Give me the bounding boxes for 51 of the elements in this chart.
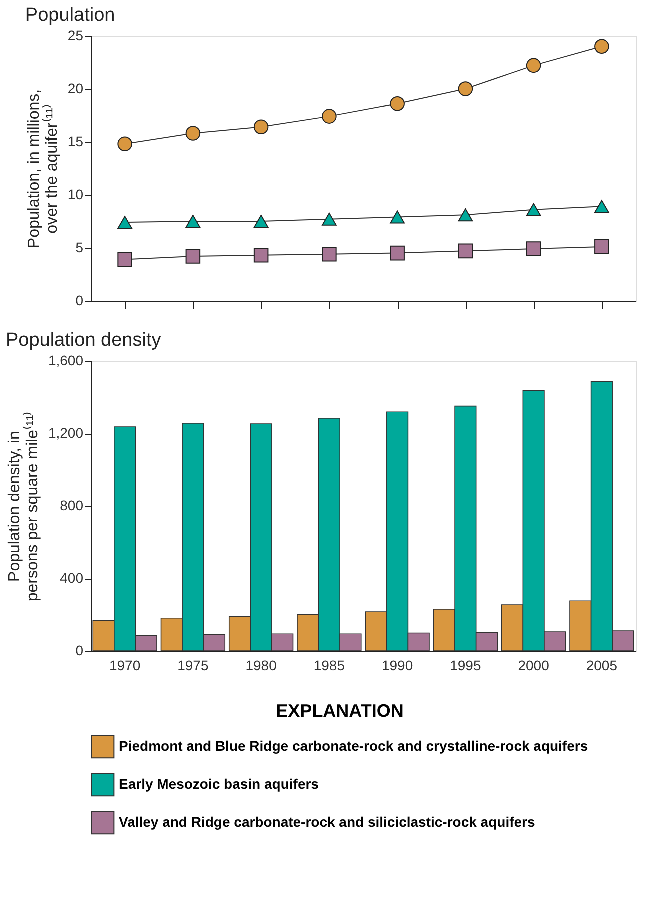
- chart-title: Population: [25, 5, 116, 26]
- legend-label: Early Mesozoic basin aquifers: [119, 776, 320, 792]
- y-tick-label: 0: [76, 292, 84, 308]
- point: [118, 136, 132, 152]
- x-tick-label: 1980: [246, 658, 278, 674]
- y-tick-label: 10: [68, 186, 84, 202]
- point: [254, 215, 269, 228]
- x-tick-label: 1985: [314, 658, 346, 674]
- y-tick-label: 400: [60, 570, 84, 586]
- y-tick-label: 15: [68, 134, 84, 150]
- point: [118, 216, 132, 230]
- point: [322, 246, 337, 262]
- legend-label: Piedmont and Blue Ridge carbonate-rock and crystalline-rock aquifers: [119, 738, 588, 754]
- point: [458, 208, 474, 222]
- point: [594, 240, 610, 254]
- point: [118, 252, 132, 268]
- point: [526, 242, 542, 256]
- point: [254, 248, 269, 263]
- x-tick-label: 1970: [109, 658, 141, 674]
- legend-title: EXPLANATION: [276, 701, 404, 721]
- point: [322, 109, 337, 124]
- point: [526, 58, 542, 74]
- x-tick-label: 1995: [450, 658, 482, 674]
- y-tick-label: 800: [60, 498, 84, 514]
- y-axis-title: Population density, in persons per square mile⁽¹¹⁾: [6, 411, 42, 602]
- y-tick-label: 20: [68, 80, 84, 96]
- point: [186, 215, 201, 228]
- y-tick-label: 1,600: [48, 352, 84, 368]
- point: [390, 96, 405, 112]
- point: [458, 244, 474, 259]
- legend-label: Valley and Ridge carbonate-rock and siliciclastic-rock aquifers: [119, 814, 536, 830]
- point: [594, 200, 610, 214]
- y-tick-label: 0: [76, 642, 84, 658]
- point: [390, 210, 405, 224]
- x-tick-label: 2000: [518, 658, 550, 674]
- point: [186, 249, 201, 264]
- point: [186, 126, 201, 141]
- y-tick-label: 1,200: [48, 425, 84, 441]
- chart-title: Population density: [6, 330, 162, 351]
- point: [526, 203, 542, 216]
- point: [254, 120, 269, 135]
- y-tick-label: 25: [68, 28, 84, 44]
- point: [458, 82, 474, 96]
- y-axis-title: Population, in millions, over the aquifer⁽¹¹⁾: [26, 89, 61, 249]
- point: [594, 39, 610, 54]
- x-tick-label: 1975: [178, 658, 209, 674]
- point: [390, 246, 405, 261]
- x-tick-label: 1990: [382, 658, 414, 674]
- y-tick-label: 5: [76, 240, 84, 256]
- x-tick-label: 2005: [586, 658, 618, 674]
- point: [322, 212, 337, 226]
